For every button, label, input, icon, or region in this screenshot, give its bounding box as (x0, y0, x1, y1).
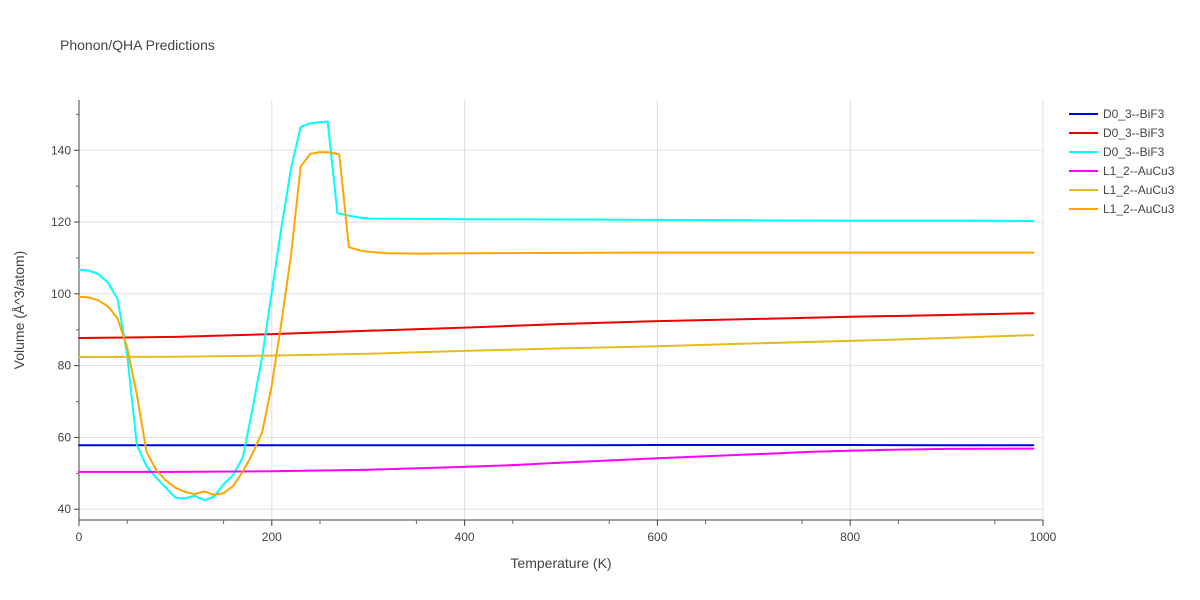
legend-item-1[interactable]: D0_3--BiF3 (1069, 107, 1165, 121)
y-tick-label: 80 (58, 359, 72, 373)
x-tick-label: 400 (455, 530, 475, 544)
legend-item-5[interactable]: L1_2--AuCu3 (1069, 183, 1175, 197)
x-tick-label: 600 (647, 530, 667, 544)
grid (79, 100, 1044, 520)
legend-item-6[interactable]: L1_2--AuCu3 (1069, 202, 1175, 216)
x-tick-label: 200 (262, 530, 282, 544)
legend-item-4[interactable]: L1_2--AuCu3 (1069, 164, 1175, 178)
legend[interactable]: D0_3--BiF3 D0_3--BiF3 D0_3--BiF3 L1_2--AuCu… (1069, 107, 1175, 216)
legend-item-2[interactable]: D0_3--BiF3 (1069, 126, 1165, 140)
legend-label: L1_2--AuCu3 (1103, 164, 1175, 178)
y-tick-label: 40 (58, 502, 72, 516)
x-axis-title: Temperature (K) (510, 555, 611, 571)
chart-title: Phonon/QHA Predictions (60, 37, 215, 53)
x-tick-label: 800 (840, 530, 860, 544)
axes (78, 100, 1043, 521)
legend-label: D0_3--BiF3 (1103, 107, 1165, 121)
y-tick-label: 100 (51, 287, 71, 301)
y-tick-label: 140 (51, 143, 71, 157)
x-tick-label: 1000 (1030, 530, 1057, 544)
y-tick-label: 60 (58, 430, 72, 444)
series-line-6 (78, 151, 1035, 496)
legend-item-3[interactable]: D0_3--BiF3 (1069, 145, 1165, 159)
series-line-3 (78, 120, 1035, 502)
legend-label: D0_3--BiF3 (1103, 126, 1165, 140)
y-axis-title: Volume (Å^3/atom) (11, 251, 27, 370)
series-lines (78, 120, 1035, 502)
legend-label: L1_2--AuCu3 (1103, 183, 1175, 197)
legend-label: L1_2--AuCu3 (1103, 202, 1175, 216)
legend-label: D0_3--BiF3 (1103, 145, 1165, 159)
x-tick-label: 0 (76, 530, 83, 544)
series-line-2 (78, 312, 1035, 339)
series-line-5 (78, 334, 1035, 358)
y-tick-label: 120 (51, 215, 71, 229)
tick-labels: 0 200 400 600 800 1000 40 60 80 100 120 140 (51, 113, 1057, 544)
series-line-4 (78, 447, 1035, 473)
